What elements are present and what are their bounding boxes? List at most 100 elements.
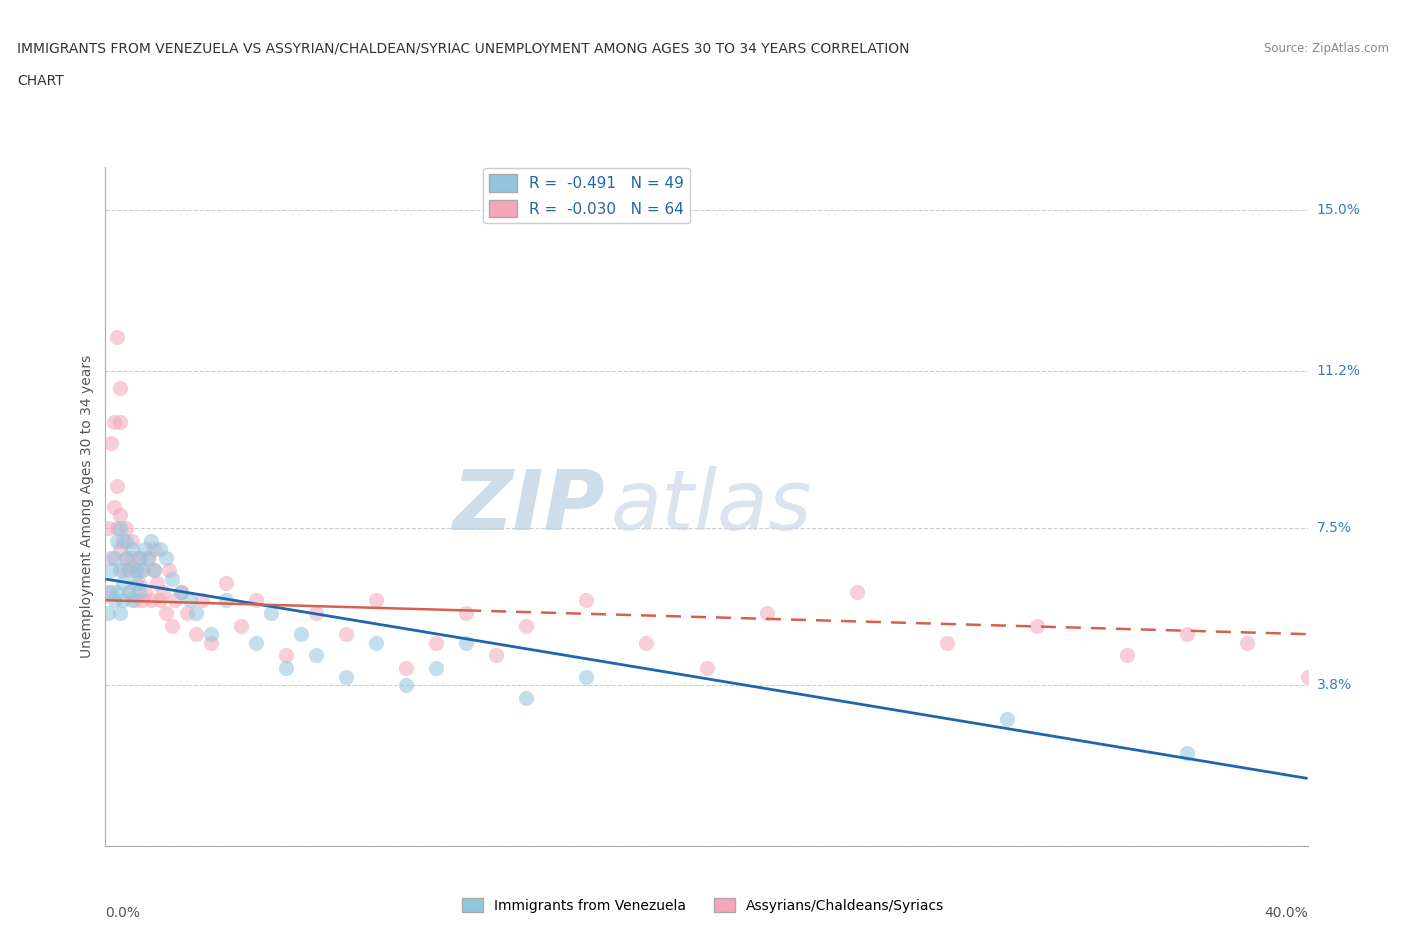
Text: Source: ZipAtlas.com: Source: ZipAtlas.com <box>1264 42 1389 55</box>
Point <box>139 592 162 607</box>
Point <box>134 584 156 599</box>
Point <box>155 551 177 565</box>
Point <box>364 635 387 650</box>
Point <box>1116 648 1139 663</box>
Point <box>100 584 122 599</box>
Point <box>128 584 150 599</box>
Point <box>176 605 198 620</box>
Point <box>100 436 122 451</box>
Point <box>118 584 141 599</box>
Point <box>118 584 141 599</box>
Point <box>107 330 129 345</box>
Point <box>107 584 129 599</box>
Point <box>110 508 132 523</box>
Point <box>124 563 146 578</box>
Point <box>260 605 283 620</box>
Point <box>121 542 143 557</box>
Point <box>112 592 135 607</box>
Point <box>121 592 143 607</box>
Point <box>142 563 165 578</box>
Point <box>148 592 170 607</box>
Point <box>139 534 162 549</box>
Point <box>163 592 186 607</box>
Legend: Immigrants from Venezuela, Assyrians/Chaldeans/Syriacs: Immigrants from Venezuela, Assyrians/Cha… <box>457 893 949 919</box>
Point <box>124 576 146 591</box>
Point <box>121 534 143 549</box>
Point <box>995 711 1018 726</box>
Point <box>245 592 267 607</box>
Point <box>1175 627 1198 642</box>
Point <box>290 627 312 642</box>
Text: IMMIGRANTS FROM VENEZUELA VS ASSYRIAN/CHALDEAN/SYRIAC UNEMPLOYMENT AMONG AGES 30: IMMIGRANTS FROM VENEZUELA VS ASSYRIAN/CH… <box>17 42 910 56</box>
Point <box>107 521 129 536</box>
Point <box>305 648 328 663</box>
Point <box>124 592 146 607</box>
Point <box>142 542 165 557</box>
Point <box>245 635 267 650</box>
Text: 15.0%: 15.0% <box>1316 203 1361 217</box>
Point <box>128 551 150 565</box>
Point <box>136 551 159 565</box>
Point <box>425 635 447 650</box>
Point <box>103 592 125 607</box>
Point <box>200 635 222 650</box>
Point <box>575 592 598 607</box>
Point <box>454 605 477 620</box>
Point <box>184 627 207 642</box>
Point <box>936 635 959 650</box>
Point <box>110 563 132 578</box>
Point <box>395 660 418 675</box>
Point <box>184 605 207 620</box>
Point <box>425 660 447 675</box>
Point <box>305 605 328 620</box>
Point <box>755 605 778 620</box>
Point <box>1236 635 1258 650</box>
Point <box>575 670 598 684</box>
Point <box>845 584 868 599</box>
Point <box>136 551 159 565</box>
Text: 40.0%: 40.0% <box>1264 906 1308 920</box>
Point <box>274 660 297 675</box>
Point <box>103 499 125 514</box>
Point <box>97 521 120 536</box>
Point <box>100 551 122 565</box>
Point <box>515 618 537 633</box>
Point <box>169 584 191 599</box>
Point <box>128 551 150 565</box>
Point <box>115 551 138 565</box>
Point <box>110 605 132 620</box>
Point <box>696 660 718 675</box>
Point <box>169 584 191 599</box>
Point <box>485 648 508 663</box>
Point <box>107 534 129 549</box>
Point <box>148 542 170 557</box>
Point <box>179 592 201 607</box>
Text: 7.5%: 7.5% <box>1316 521 1351 535</box>
Point <box>160 618 183 633</box>
Point <box>118 563 141 578</box>
Point <box>134 542 156 557</box>
Point <box>97 605 120 620</box>
Point <box>112 576 135 591</box>
Point <box>107 478 129 493</box>
Point <box>112 534 135 549</box>
Point <box>118 563 141 578</box>
Point <box>335 670 357 684</box>
Point <box>160 572 183 587</box>
Point <box>110 542 132 557</box>
Text: 3.8%: 3.8% <box>1316 678 1351 692</box>
Point <box>110 380 132 395</box>
Point <box>214 592 236 607</box>
Point <box>1026 618 1049 633</box>
Point <box>395 678 418 693</box>
Point <box>97 584 120 599</box>
Point <box>335 627 357 642</box>
Point <box>131 563 153 578</box>
Point <box>115 534 138 549</box>
Point <box>157 563 180 578</box>
Point <box>145 576 167 591</box>
Y-axis label: Unemployment Among Ages 30 to 34 years: Unemployment Among Ages 30 to 34 years <box>80 355 94 658</box>
Point <box>131 592 153 607</box>
Point <box>128 576 150 591</box>
Point <box>200 627 222 642</box>
